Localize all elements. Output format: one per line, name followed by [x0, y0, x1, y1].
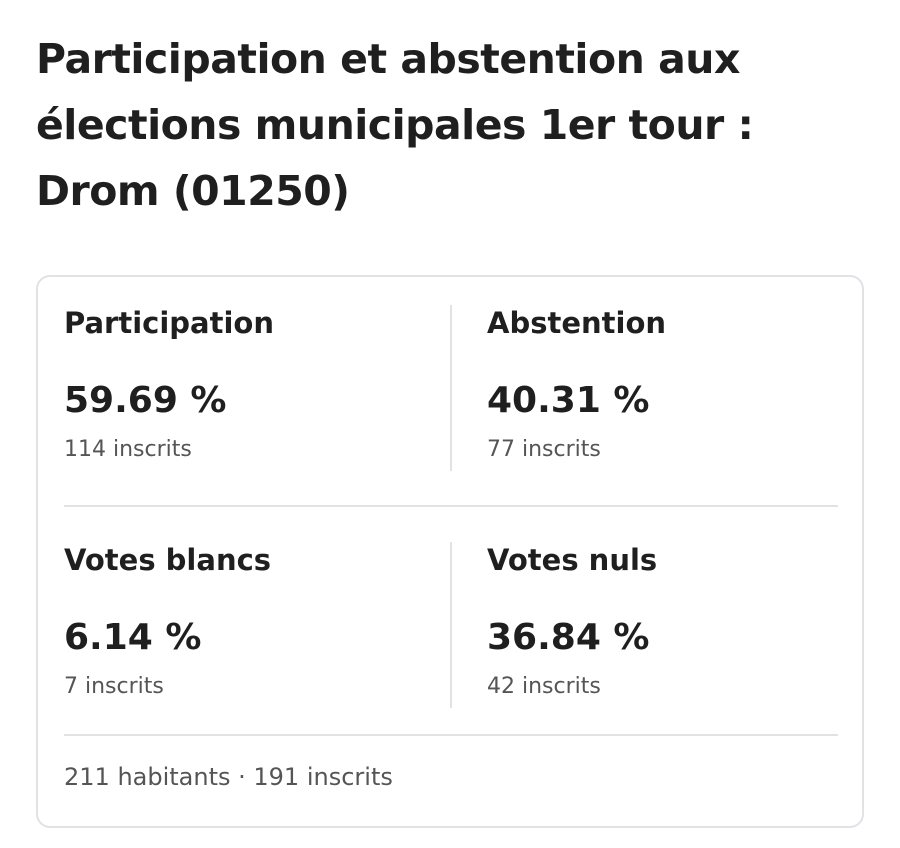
stat-value: 59.69 %: [64, 380, 227, 421]
page-title: Participation et abstention aux élection…: [36, 35, 754, 215]
stat-label: Abstention: [487, 306, 667, 340]
vertical-divider: [450, 305, 452, 471]
stat-value: 36.84 %: [487, 617, 650, 658]
vertical-divider: [450, 542, 452, 708]
stat-subtext: 42 inscrits: [487, 674, 601, 699]
stat-label: Votes blancs: [64, 543, 272, 577]
stat-abstention: Abstention 40.31 % 77 inscrits: [487, 305, 827, 465]
stats-card: Participation 59.69 % 114 inscrits Abste…: [36, 275, 864, 828]
horizontal-divider: [64, 505, 838, 507]
population-summary: 211 habitants · 191 inscrits: [64, 763, 393, 791]
stat-votes-blancs: Votes blancs 6.14 % 7 inscrits: [64, 542, 404, 702]
stat-votes-nuls: Votes nuls 36.84 % 42 inscrits: [487, 542, 827, 702]
horizontal-divider: [64, 734, 838, 736]
stat-subtext: 7 inscrits: [64, 674, 164, 699]
stat-value: 40.31 %: [487, 380, 650, 421]
stat-label: Votes nuls: [487, 543, 658, 577]
stat-participation: Participation 59.69 % 114 inscrits: [64, 305, 404, 465]
stat-subtext: 77 inscrits: [487, 437, 601, 462]
stat-subtext: 114 inscrits: [64, 437, 192, 462]
stat-value: 6.14 %: [64, 617, 202, 658]
stat-label: Participation: [64, 306, 274, 340]
